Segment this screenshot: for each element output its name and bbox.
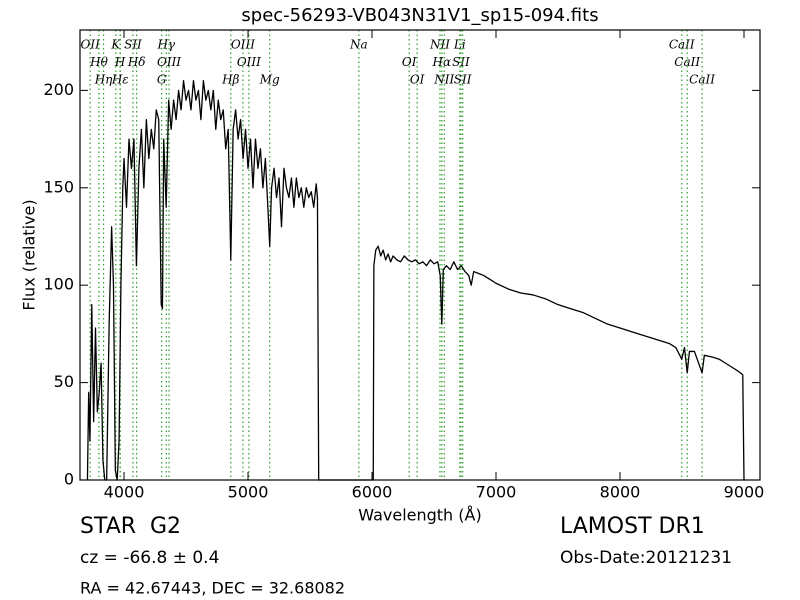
- annotation-label: Mg: [259, 73, 280, 87]
- x-tick-label: 4000: [104, 483, 145, 502]
- annotation-label: CaII: [674, 55, 700, 69]
- annotation-label: OII: [81, 38, 101, 52]
- plot-frame: [79, 29, 761, 481]
- coordinates: RA = 42.67443, DEC = 32.68082: [80, 579, 345, 598]
- annotation-label: OIII: [237, 55, 261, 69]
- x-axis-label: Wavelength (Å): [358, 506, 481, 525]
- spectrum-line: [86, 80, 746, 481]
- y-tick-label: 0: [64, 470, 74, 489]
- annotation-label: K: [110, 38, 121, 52]
- annotation-label: Li: [453, 38, 466, 52]
- annotation-label: Na: [349, 38, 368, 52]
- y-tick-label: 50: [54, 372, 74, 391]
- x-tick-label: 9000: [724, 483, 765, 502]
- annotation-label: NII: [433, 73, 454, 87]
- annotation-label: SII: [124, 38, 142, 52]
- obs-date: Obs-Date:20121231: [560, 548, 732, 568]
- annotation-label: Hβ: [221, 73, 239, 87]
- annotation-label: Hδ: [127, 55, 146, 69]
- object-class: STAR: [80, 514, 136, 539]
- annotation-label: NII: [429, 38, 450, 52]
- annotation-label: OI: [402, 55, 417, 69]
- annotation-label: SII: [454, 73, 472, 87]
- redshift: cz = -66.8 ± 0.4: [80, 548, 219, 568]
- annotation-label: OIII: [157, 55, 181, 69]
- annotation-label: OI: [410, 73, 425, 87]
- annotation-label: OIII: [231, 38, 255, 52]
- annotation-label: Hα: [432, 55, 452, 69]
- x-tick-label: 6000: [352, 483, 393, 502]
- y-tick-label: 200: [43, 80, 74, 99]
- annotation-label: Hε: [111, 73, 129, 87]
- y-tick-label: 100: [43, 275, 74, 294]
- annotation-label: Hθ: [89, 55, 108, 69]
- y-axis-label: Flux (relative): [20, 199, 39, 310]
- annotation-label: G: [157, 73, 167, 87]
- annotation-label: CaII: [669, 38, 695, 52]
- annotation-label: CaII: [689, 73, 715, 87]
- x-tick-label: 8000: [600, 483, 641, 502]
- chart-title: spec-56293-VB043N31V1_sp15-094.fits: [241, 5, 598, 26]
- survey: LAMOST DR1: [560, 514, 705, 539]
- annotation-label: Hγ: [156, 38, 175, 52]
- y-tick-label: 150: [43, 177, 74, 196]
- annotation-label: Hη: [94, 73, 113, 87]
- subclass: G2: [150, 514, 181, 539]
- x-tick-label: 5000: [228, 483, 269, 502]
- x-tick-label: 7000: [476, 483, 517, 502]
- annotation-label: SII: [452, 55, 470, 69]
